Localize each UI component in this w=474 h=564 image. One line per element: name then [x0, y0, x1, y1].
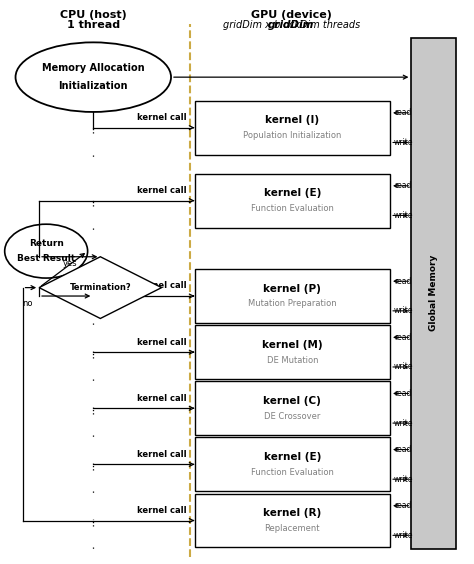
Text: no: no	[22, 298, 33, 307]
Text: Replacement: Replacement	[264, 524, 320, 533]
Text: Function Evaluation: Function Evaluation	[251, 204, 334, 213]
Text: write: write	[394, 531, 413, 540]
Text: Population Initialization: Population Initialization	[243, 131, 342, 140]
Text: read: read	[394, 181, 411, 190]
Text: Global Memory: Global Memory	[429, 255, 438, 332]
Ellipse shape	[5, 224, 88, 278]
Text: kernel (M): kernel (M)	[262, 340, 323, 350]
Text: write: write	[394, 363, 413, 372]
Text: kernel (C): kernel (C)	[264, 396, 321, 406]
Text: kernel call: kernel call	[137, 186, 186, 195]
Text: read: read	[394, 277, 411, 286]
FancyBboxPatch shape	[195, 325, 390, 379]
Text: kernel call: kernel call	[137, 506, 186, 515]
Text: Mutation Preparation: Mutation Preparation	[248, 299, 337, 309]
Text: GPU (device): GPU (device)	[251, 10, 332, 20]
Text: kernel call: kernel call	[137, 337, 186, 346]
Text: read: read	[394, 389, 411, 398]
Text: gridDim: gridDim	[268, 20, 314, 30]
Text: kernel call: kernel call	[137, 113, 186, 122]
Text: Memory Allocation: Memory Allocation	[42, 63, 145, 73]
Text: read: read	[394, 501, 411, 510]
Text: gridDim x blockDim threads: gridDim x blockDim threads	[223, 20, 360, 30]
Text: write: write	[394, 475, 413, 484]
Text: read: read	[394, 333, 411, 342]
Text: Function Evaluation: Function Evaluation	[251, 468, 334, 477]
Text: Termination?: Termination?	[70, 283, 131, 292]
Text: read: read	[394, 108, 411, 117]
Ellipse shape	[16, 42, 171, 112]
Text: write: write	[394, 211, 413, 220]
FancyBboxPatch shape	[195, 381, 390, 435]
Text: write: write	[394, 418, 413, 428]
Text: yes: yes	[63, 258, 77, 267]
Text: kernel (I): kernel (I)	[265, 116, 319, 125]
Text: Best Result: Best Result	[17, 254, 75, 263]
Text: 1 thread: 1 thread	[67, 20, 120, 30]
Text: kernel call: kernel call	[137, 394, 186, 403]
Text: kernel (E): kernel (E)	[264, 452, 321, 462]
Text: write: write	[394, 138, 413, 147]
Text: kernel call: kernel call	[137, 281, 186, 290]
FancyBboxPatch shape	[195, 269, 390, 323]
Text: kernel (E): kernel (E)	[264, 188, 321, 199]
FancyBboxPatch shape	[195, 494, 390, 548]
Text: Return: Return	[29, 239, 64, 248]
FancyBboxPatch shape	[411, 38, 456, 549]
Text: kernel (R): kernel (R)	[263, 508, 321, 518]
Text: Initialization: Initialization	[58, 81, 128, 91]
Text: kernel call: kernel call	[137, 450, 186, 459]
Text: DE Mutation: DE Mutation	[266, 355, 318, 364]
FancyBboxPatch shape	[195, 438, 390, 491]
FancyBboxPatch shape	[195, 101, 390, 155]
Polygon shape	[39, 257, 162, 319]
Text: kernel (P): kernel (P)	[264, 284, 321, 294]
Text: read: read	[394, 445, 411, 454]
Text: DE Crossover: DE Crossover	[264, 412, 320, 421]
Text: CPU (host): CPU (host)	[60, 10, 127, 20]
FancyBboxPatch shape	[195, 174, 390, 227]
Text: write: write	[394, 306, 413, 315]
